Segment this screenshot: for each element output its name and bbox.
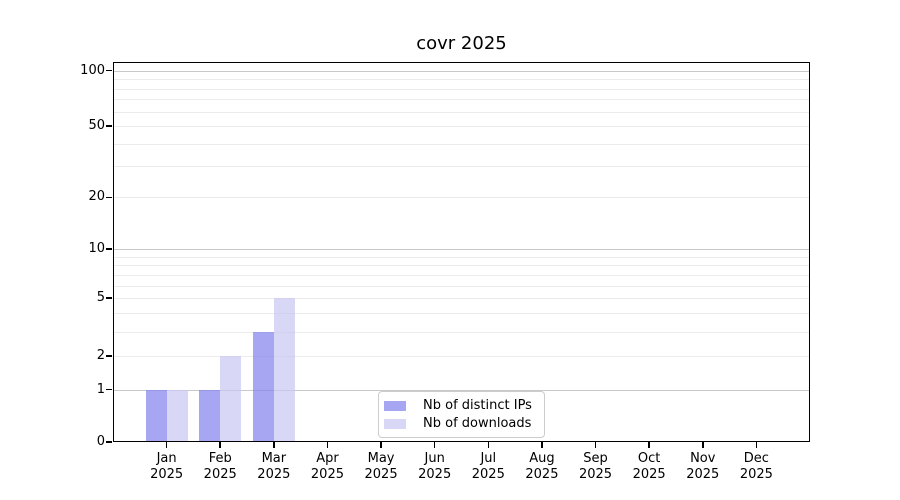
chart-title: covr 2025 [416,33,507,54]
bar-downloads-mar [273,298,295,442]
x-label-year: 2025 [364,466,398,482]
y-gridline-minor [113,331,810,333]
bar-distinct-ips-feb [199,389,221,442]
x-label-month: Nov [690,451,716,466]
x-tick-label-nov: Nov 2025 [663,451,743,482]
y-gridline-major [113,389,810,391]
x-axis-tick [433,442,436,448]
y-gridline-minor [113,99,810,101]
x-tick-label-sep: Sep 2025 [556,451,636,482]
legend: Nb of distinct IPs Nb of downloads [378,391,545,438]
x-label-month: Jan [156,451,177,466]
y-gridline-minor [113,88,810,90]
y-axis-tick [106,297,112,299]
x-label-year: 2025 [739,466,773,482]
x-label-month: Mar [261,451,287,466]
legend-label-downloads: Nb of downloads [423,416,532,431]
y-gridline-minor [113,313,810,315]
plot-area [113,62,810,442]
x-axis-tick [487,442,490,448]
y-gridline-minor [113,298,810,299]
x-tick-label-may: May 2025 [341,451,421,482]
y-gridline-minor [113,143,810,145]
bar-distinct-ips-jan [145,389,167,442]
y-gridline-major [113,70,810,72]
x-tick-label-apr: Apr 2025 [287,451,367,482]
x-label-month: Jul [480,451,497,466]
legend-label-distinct-ips: Nb of distinct IPs [423,398,532,413]
y-gridline-minor [113,356,810,357]
x-axis-tick [755,442,758,448]
x-axis-tick [165,442,168,448]
x-label-year: 2025 [150,466,184,482]
x-tick-label-jul: Jul 2025 [448,451,528,482]
y-gridline-minor [113,111,810,113]
y-axis-tick [106,196,112,199]
x-label-year: 2025 [471,466,505,482]
y-gridline-minor [113,285,810,287]
y-tick-label-100: 100 [80,62,105,78]
x-label-month: Feb [208,451,232,466]
x-label-year: 2025 [686,466,720,482]
y-gridline-minor [113,274,810,276]
x-label-month: Aug [529,451,555,466]
x-label-month: Apr [316,451,339,466]
y-gridline-minor [113,166,810,167]
y-gridline-minor [113,197,810,199]
x-tick-label-jan: Jan 2025 [127,451,207,482]
x-tick-label-feb: Feb 2025 [180,451,260,482]
bar-downloads-jan [166,389,188,442]
legend-swatch-distinct-ips [384,400,406,411]
x-label-month: Dec [743,451,769,466]
y-gridline-minor [113,256,810,258]
y-axis-tick [106,125,112,127]
bar-downloads-feb [220,356,242,442]
y-tick-label-50: 50 [88,118,105,133]
y-axis-tick [106,388,112,391]
x-label-month: Sep [583,451,608,466]
x-axis-tick [219,442,221,448]
y-gridline-minor [113,79,810,81]
x-label-year: 2025 [632,466,666,482]
y-tick-label-2: 2 [96,348,105,363]
y-tick-label-1: 1 [96,381,105,397]
x-label-month: Jun [424,451,445,466]
bar-distinct-ips-mar [252,331,274,442]
x-tick-label-jun: Jun 2025 [395,451,475,482]
y-tick-label-5: 5 [96,290,105,305]
x-axis-tick [273,442,275,448]
x-label-month: Oct [637,451,661,466]
x-tick-label-aug: Aug 2025 [502,451,582,482]
legend-swatch-downloads [384,418,406,429]
x-label-year: 2025 [257,466,291,482]
y-axis-tick [106,355,112,357]
x-axis-tick [594,442,597,448]
x-tick-label-dec: Dec 2025 [716,451,796,482]
y-axis-tick [106,441,112,443]
y-gridline-minor [113,265,810,267]
x-axis-tick [541,442,543,448]
y-axis-tick [106,69,112,72]
legend-item-downloads: Nb of downloads [384,416,538,431]
x-label-year: 2025 [418,466,452,482]
y-axis-tick [106,248,112,250]
x-axis-tick [648,442,650,448]
y-tick-label-20: 20 [88,189,105,205]
x-tick-label-oct: Oct 2025 [609,451,689,482]
y-gridline-major [113,249,810,250]
x-axis-tick [380,442,382,448]
x-label-year: 2025 [203,466,237,482]
x-label-year: 2025 [310,466,344,482]
x-label-year: 2025 [525,466,559,482]
x-axis-tick [326,442,329,448]
y-tick-label-10: 10 [88,241,105,256]
y-gridline-minor [113,126,810,127]
x-label-month: May [367,451,395,466]
y-tick-label-0: 0 [96,434,105,449]
x-label-year: 2025 [578,466,613,482]
x-tick-label-mar: Mar 2025 [234,451,314,482]
x-axis-tick [702,442,704,448]
legend-item-distinct-ips: Nb of distinct IPs [384,398,538,413]
